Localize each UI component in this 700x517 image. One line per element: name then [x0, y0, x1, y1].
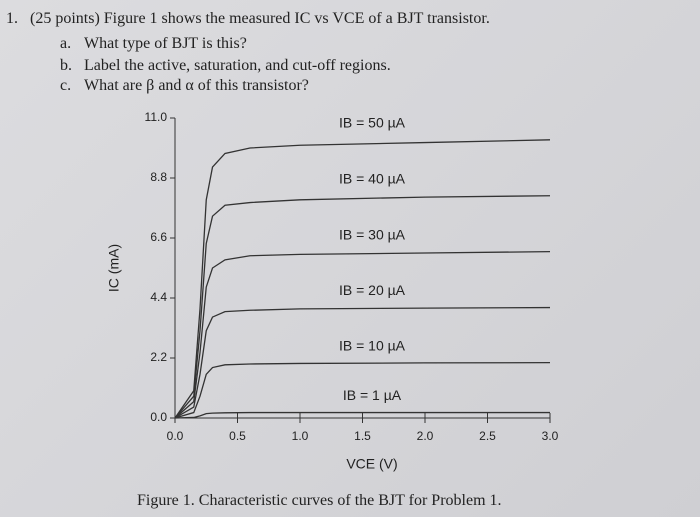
y-tick-label: 0.0 — [150, 410, 167, 424]
x-tick-label: 2.0 — [417, 429, 434, 443]
x-tick-label: 3.0 — [542, 429, 559, 443]
question-number: 1. — [6, 10, 18, 27]
part-label: b. — [60, 57, 72, 74]
part-text: What type of BJT is this? — [84, 35, 247, 52]
curve-label: IB = 40 µA — [339, 170, 406, 186]
x-axis-label: VCE (V) — [346, 456, 397, 472]
part-text: Label the active, saturation, and cut-of… — [84, 57, 391, 74]
curve — [174, 250, 551, 419]
y-tick-label: 4.4 — [150, 290, 167, 304]
y-tick-label: 11.0 — [145, 110, 168, 124]
part-text: What are β and α of this transistor? — [84, 77, 309, 94]
curve-label: IB = 20 µA — [339, 282, 406, 298]
x-tick-label: 1.0 — [292, 429, 309, 443]
curve — [174, 411, 550, 419]
curve-label: IB = 1 µA — [343, 387, 402, 403]
curve — [174, 306, 551, 419]
x-tick-label: 0.5 — [229, 429, 246, 443]
curve-label: IB = 30 µA — [339, 226, 406, 242]
x-tick-label: 2.5 — [479, 429, 496, 443]
part-label: a. — [60, 35, 72, 52]
curve — [174, 361, 551, 419]
caption: Figure 1. Characteristic curves of the B… — [137, 492, 502, 509]
curve — [174, 195, 551, 419]
curve — [174, 139, 551, 419]
question-stem: (25 points) Figure 1 shows the measured … — [30, 10, 490, 27]
x-tick-label: 1.5 — [354, 429, 371, 443]
part-label: c. — [60, 77, 72, 94]
y-tick-label: 6.6 — [150, 230, 167, 244]
curve-label: IB = 10 µA — [339, 337, 406, 353]
curve-label: IB = 50 µA — [339, 115, 406, 131]
y-tick-label: 2.2 — [150, 350, 167, 364]
y-tick-label: 8.8 — [150, 170, 167, 184]
y-axis-label: IC (mA) — [106, 244, 122, 292]
x-tick-label: 0.0 — [167, 429, 184, 443]
